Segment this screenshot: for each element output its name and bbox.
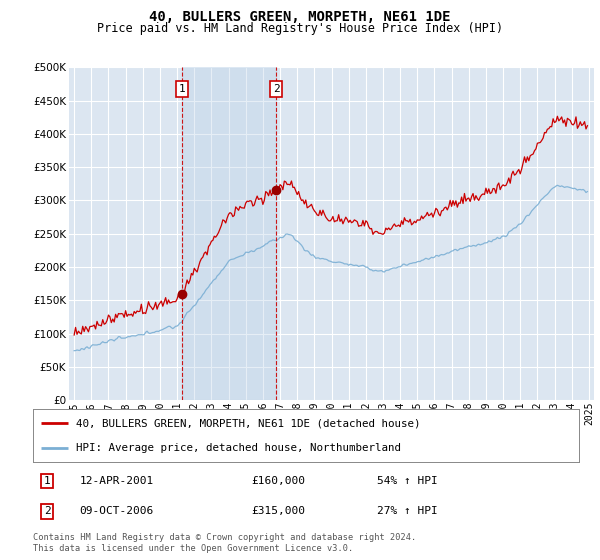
Text: 27% ↑ HPI: 27% ↑ HPI xyxy=(377,506,438,516)
Text: £160,000: £160,000 xyxy=(251,476,305,486)
Text: 09-OCT-2006: 09-OCT-2006 xyxy=(79,506,154,516)
Text: 40, BULLERS GREEN, MORPETH, NE61 1DE: 40, BULLERS GREEN, MORPETH, NE61 1DE xyxy=(149,10,451,24)
Bar xyxy=(182,67,276,400)
Text: Contains HM Land Registry data © Crown copyright and database right 2024.
This d: Contains HM Land Registry data © Crown c… xyxy=(33,533,416,553)
Text: 54% ↑ HPI: 54% ↑ HPI xyxy=(377,476,438,486)
Text: Price paid vs. HM Land Registry's House Price Index (HPI): Price paid vs. HM Land Registry's House … xyxy=(97,22,503,35)
Text: £315,000: £315,000 xyxy=(251,506,305,516)
Text: 1: 1 xyxy=(179,84,185,94)
Text: 40, BULLERS GREEN, MORPETH, NE61 1DE (detached house): 40, BULLERS GREEN, MORPETH, NE61 1DE (de… xyxy=(76,418,420,428)
Text: 2: 2 xyxy=(273,84,280,94)
Text: 1: 1 xyxy=(44,476,50,486)
Text: 12-APR-2001: 12-APR-2001 xyxy=(79,476,154,486)
Text: 2: 2 xyxy=(44,506,50,516)
Text: HPI: Average price, detached house, Northumberland: HPI: Average price, detached house, Nort… xyxy=(76,442,401,452)
